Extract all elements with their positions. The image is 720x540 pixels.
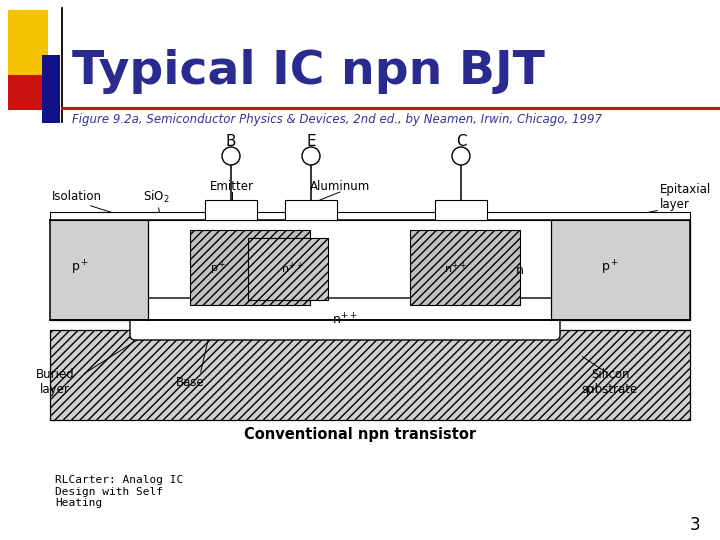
Text: n$^{++}$: n$^{++}$ bbox=[281, 260, 303, 275]
Text: RLCarter: Analog IC
Design with Self
Heating: RLCarter: Analog IC Design with Self Hea… bbox=[55, 475, 184, 508]
Text: SiO$_2$: SiO$_2$ bbox=[143, 189, 169, 205]
Bar bbox=[435, 200, 487, 220]
Text: Epitaxial
layer: Epitaxial layer bbox=[660, 183, 711, 211]
Text: Emitter: Emitter bbox=[210, 179, 254, 192]
Bar bbox=[8, 10, 48, 75]
Text: p: p bbox=[586, 383, 594, 396]
Text: Aluminum: Aluminum bbox=[310, 179, 370, 192]
Text: E: E bbox=[306, 134, 316, 150]
Text: C: C bbox=[456, 134, 467, 150]
Text: 3: 3 bbox=[689, 516, 700, 534]
Text: Base: Base bbox=[176, 375, 204, 388]
Bar bbox=[248, 238, 328, 300]
Bar bbox=[148, 220, 551, 320]
Text: n: n bbox=[516, 264, 524, 276]
Circle shape bbox=[452, 147, 470, 165]
Text: p$^+$: p$^+$ bbox=[210, 259, 226, 276]
Bar bbox=[50, 330, 690, 420]
Circle shape bbox=[302, 147, 320, 165]
Text: p$^+$: p$^+$ bbox=[601, 259, 619, 277]
Circle shape bbox=[222, 147, 240, 165]
Bar bbox=[8, 65, 48, 110]
Bar bbox=[410, 230, 520, 305]
Text: p$^+$: p$^+$ bbox=[71, 259, 89, 277]
Bar bbox=[285, 200, 337, 220]
Bar bbox=[42, 55, 60, 123]
Bar bbox=[50, 220, 148, 320]
FancyBboxPatch shape bbox=[130, 298, 560, 340]
Text: Isolation: Isolation bbox=[52, 191, 102, 204]
Text: Conventional npn transistor: Conventional npn transistor bbox=[244, 428, 476, 442]
Text: B: B bbox=[226, 134, 236, 150]
Text: Typical IC npn BJT: Typical IC npn BJT bbox=[72, 50, 545, 94]
Text: Figure 9.2a, Semiconductor Physics & Devices, 2nd ed., by Neamen, Irwin, Chicago: Figure 9.2a, Semiconductor Physics & Dev… bbox=[72, 113, 602, 126]
Text: n$^{++}$: n$^{++}$ bbox=[332, 312, 358, 328]
Bar bbox=[190, 230, 310, 305]
Text: n$^{++}$: n$^{++}$ bbox=[444, 260, 467, 275]
Bar bbox=[205, 200, 257, 220]
Text: Buried
layer: Buried layer bbox=[35, 368, 74, 396]
Text: Silicon
substrate: Silicon substrate bbox=[582, 368, 638, 396]
Bar bbox=[551, 220, 690, 320]
Bar bbox=[50, 212, 690, 220]
Bar bbox=[50, 220, 690, 320]
